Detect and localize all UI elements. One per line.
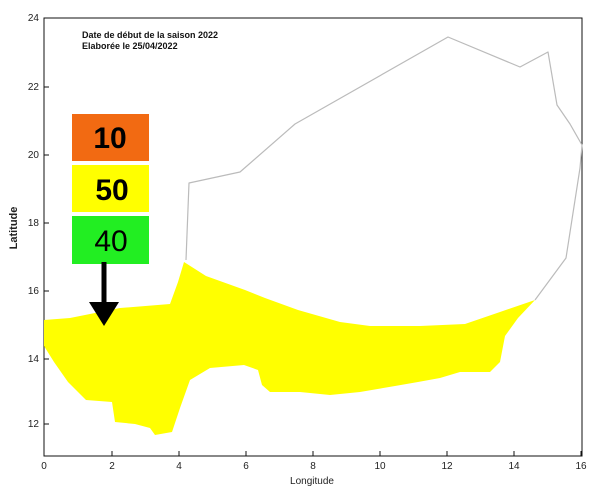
y-tick-label: 14 [28,354,40,365]
x-tick-label: 10 [374,461,386,472]
x-tick-label: 6 [243,461,249,472]
map-annotation-line-1: Date de début de la saison 2022 [82,30,218,40]
legend-value-10: 10 [93,122,126,155]
legend-box-40 [72,216,149,264]
y-tick-label: 12 [28,419,40,430]
y-tick-label: 16 [28,286,40,297]
legend-value-50: 50 [95,174,128,207]
legend-box-50 [72,165,149,212]
country-outline [185,36,583,301]
y-axis: 24 22 20 18 16 14 12 [28,13,49,430]
x-axis-title: Longitude [290,476,334,487]
legend-value-40: 40 [94,225,127,258]
legend: 10 50 40 [72,114,149,264]
x-tick-label: 0 [41,461,47,472]
down-arrow-icon [89,262,119,326]
x-axis: 0 2 4 6 8 10 12 14 16 [41,451,587,472]
x-tick-label: 16 [575,461,587,472]
map-annotation-line-2: Elaborée le 25/04/2022 [82,41,178,51]
arrow-head [89,302,119,326]
legend-box-10 [72,114,149,161]
x-tick-label: 12 [441,461,453,472]
y-tick-label: 22 [28,82,40,93]
x-tick-label: 4 [176,461,182,472]
y-axis-title: Latitude [8,207,20,250]
yellow-season-zone [44,262,535,435]
y-tick-label: 20 [28,150,40,161]
y-tick-label: 24 [28,13,40,24]
x-tick-label: 2 [109,461,115,472]
y-tick-label: 18 [28,218,40,229]
x-tick-label: 14 [508,461,520,472]
x-tick-label: 8 [310,461,316,472]
